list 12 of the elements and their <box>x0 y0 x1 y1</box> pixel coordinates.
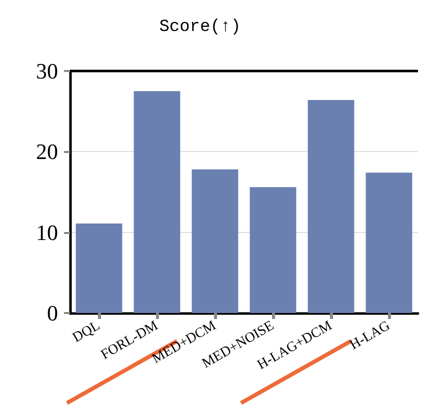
x-tick-label: DQL <box>70 318 103 346</box>
bar <box>192 169 238 313</box>
bar <box>134 91 180 313</box>
chart-title: Score(↑) <box>159 18 241 37</box>
bar <box>366 172 412 313</box>
y-tick-label: 10 <box>36 220 58 245</box>
y-tick-label: 30 <box>36 58 58 84</box>
y-tick-label: 0 <box>47 300 58 326</box>
bar <box>250 187 296 313</box>
y-tick-label: 20 <box>36 139 58 164</box>
bar <box>308 100 354 313</box>
bar <box>76 223 122 313</box>
